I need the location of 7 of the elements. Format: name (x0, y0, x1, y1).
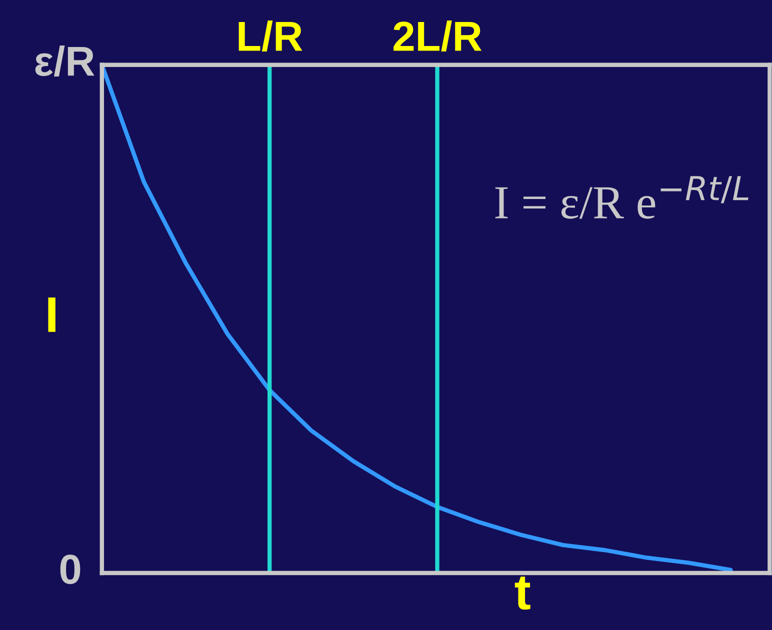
annotation: I = ε/R e$^{−Rt/L}$ (495, 176, 748, 219)
x-axis-title: t (514, 576, 530, 610)
text: 0 (60, 554, 80, 584)
y-axis-title: I (48, 297, 56, 332)
x-tick-label: L/R (238, 20, 302, 52)
text: ε/R (35, 45, 94, 76)
x-tick-label: 2L/R (394, 20, 482, 52)
